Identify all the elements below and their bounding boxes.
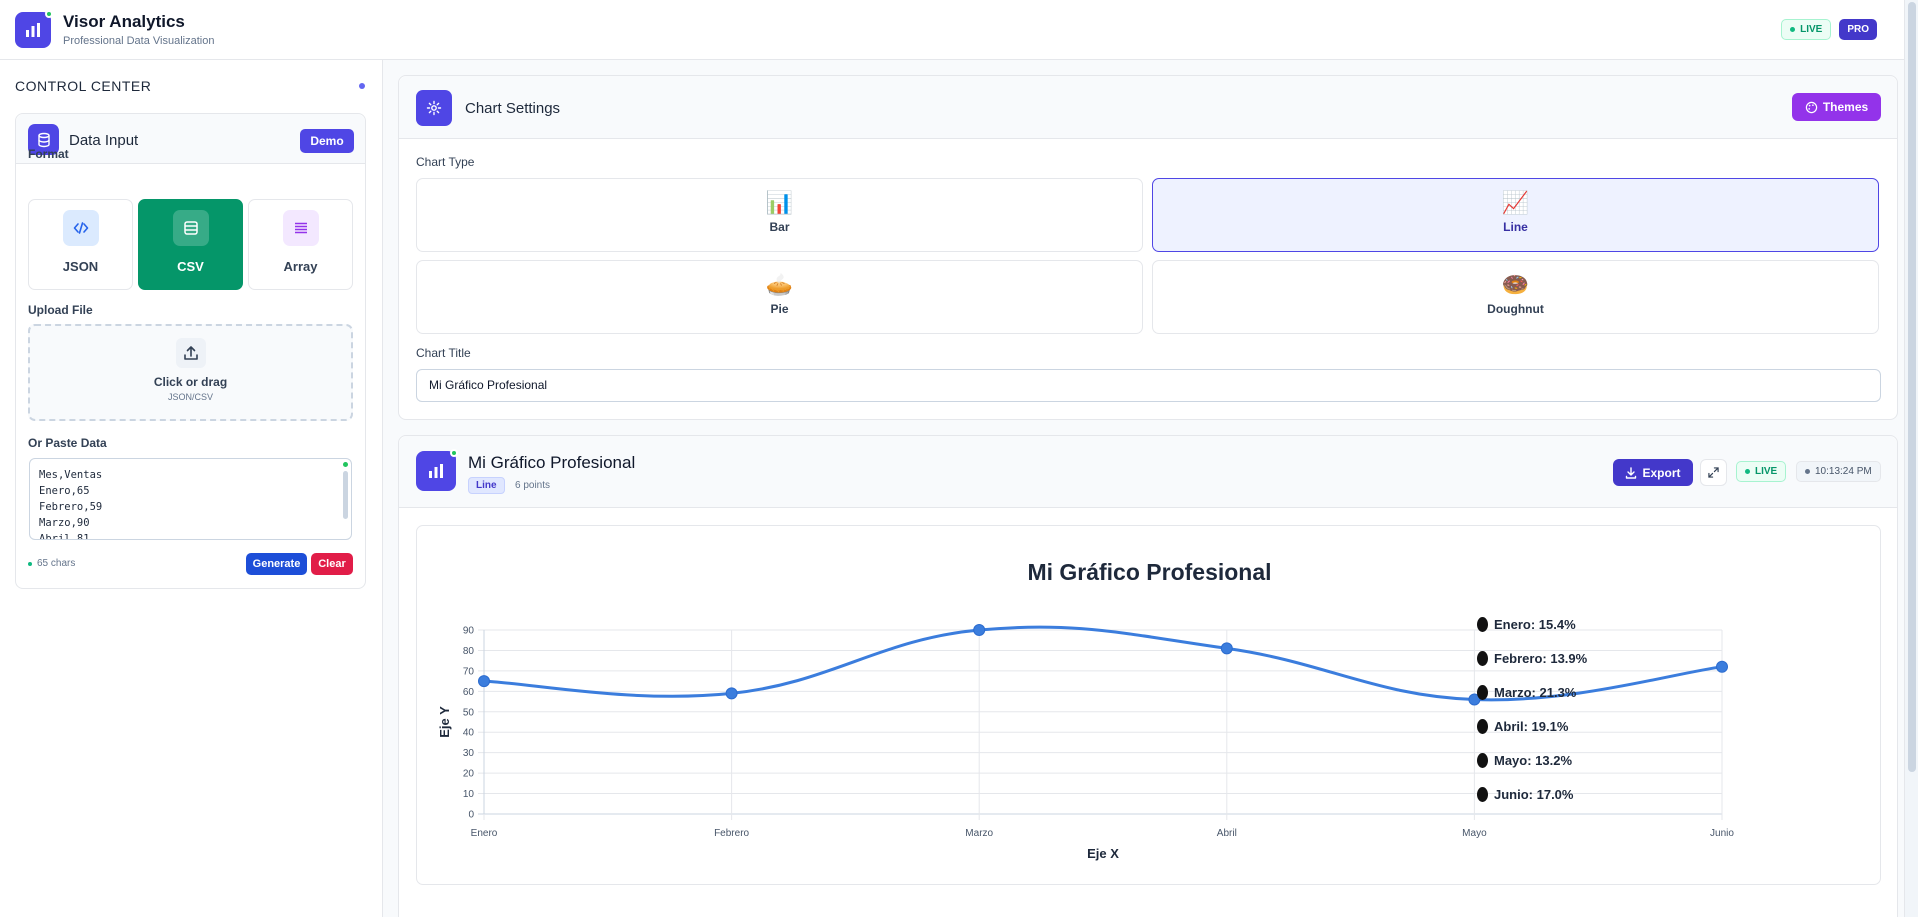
chart-type-line[interactable]: 📈 Line (1152, 178, 1879, 252)
pie-icon: 🥧 (765, 272, 794, 297)
timestamp-badge: 10:13:24 PM (1796, 461, 1881, 482)
database-icon (28, 124, 59, 155)
format-array-button[interactable]: Array (248, 199, 353, 290)
char-count: 65 chars (28, 558, 75, 569)
fullscreen-button[interactable] (1700, 459, 1727, 486)
download-icon (1626, 466, 1637, 479)
pro-badge[interactable]: PRO (1839, 19, 1877, 40)
doughnut-icon: 🍩 (1501, 272, 1530, 297)
chart-settings-title: Chart Settings (465, 100, 561, 117)
app-logo (15, 9, 53, 48)
legend-item[interactable]: Marzo: 21.3% (1477, 675, 1587, 709)
chart-type-label: Chart Type (416, 155, 475, 169)
paste-data-textarea[interactable]: Mes,Ventas Enero,65 Febrero,59 Marzo,90 … (29, 458, 352, 540)
chart-panel-title: Mi Gráfico Profesional (468, 453, 636, 472)
legend-item[interactable]: Enero: 15.4% (1477, 607, 1587, 641)
chart-title-label: Chart Title (416, 346, 471, 360)
generate-button[interactable]: Generate (246, 553, 307, 575)
gear-icon (416, 90, 452, 126)
clear-button[interactable]: Clear (311, 553, 353, 575)
format-label: Format (28, 147, 69, 161)
format-csv-button[interactable]: CSV (138, 199, 243, 290)
themes-button[interactable]: Themes (1792, 93, 1881, 121)
data-input-title: Data Input (69, 132, 139, 149)
app-subtitle: Professional Data Visualization (63, 35, 215, 47)
expand-icon (1708, 467, 1719, 478)
upload-label: Upload File (28, 303, 93, 317)
palette-icon (1805, 101, 1818, 113)
legend-item[interactable]: Mayo: 13.2% (1477, 743, 1587, 777)
table-icon (172, 210, 209, 246)
upload-text: Click or drag (153, 375, 228, 389)
chart-container: Mi Gráfico Profesional (416, 525, 1881, 885)
bar-chart-icon: 📊 (765, 190, 794, 215)
chart-title-input[interactable]: Mi Gráfico Profesional (416, 369, 1881, 402)
live-badge: LIVE (1736, 461, 1787, 482)
indicator-dot (359, 83, 365, 89)
format-json-button[interactable]: JSON (28, 199, 133, 290)
chart-type-doughnut[interactable]: 🍩 Doughnut (1152, 260, 1879, 334)
paste-label: Or Paste Data (28, 436, 107, 450)
list-icon (282, 210, 319, 246)
bar-chart-icon (416, 449, 458, 491)
chart-type-bar[interactable]: 📊 Bar (416, 178, 1143, 252)
app-title: Visor Analytics (63, 12, 185, 31)
line-chart-icon: 📈 (1501, 190, 1530, 215)
export-button[interactable]: Export (1613, 459, 1693, 486)
chart-legend: Enero: 15.4% Febrero: 13.9% Marzo: 21.3%… (1477, 607, 1587, 811)
chart-title: Mi Gráfico Profesional (1027, 559, 1272, 585)
chart-type-pie[interactable]: 🥧 Pie (416, 260, 1143, 334)
bar-chart-icon (26, 22, 40, 37)
status-dot (45, 9, 53, 18)
app-header: Visor Analytics Professional Data Visual… (0, 0, 1914, 60)
chart-panel: Mi Gráfico Profesional Line 6 points Exp… (398, 435, 1898, 917)
code-icon (62, 210, 99, 246)
legend-item[interactable]: Febrero: 13.9% (1477, 641, 1587, 675)
upload-icon (175, 338, 206, 368)
file-upload-dropzone[interactable]: Click or drag JSON/CSV (28, 324, 353, 421)
chart-type-badge: Line (468, 477, 505, 494)
page-scrollbar[interactable] (1904, 0, 1918, 917)
legend-item[interactable]: Junio: 17.0% (1477, 777, 1587, 811)
point-count: 6 points (515, 480, 551, 491)
control-center-title: CONTROL CENTER (15, 78, 152, 94)
demo-button[interactable]: Demo (300, 129, 354, 153)
live-badge: LIVE (1781, 19, 1832, 40)
upload-hint: JSON/CSV (167, 392, 213, 402)
legend-item[interactable]: Abril: 19.1% (1477, 709, 1587, 743)
